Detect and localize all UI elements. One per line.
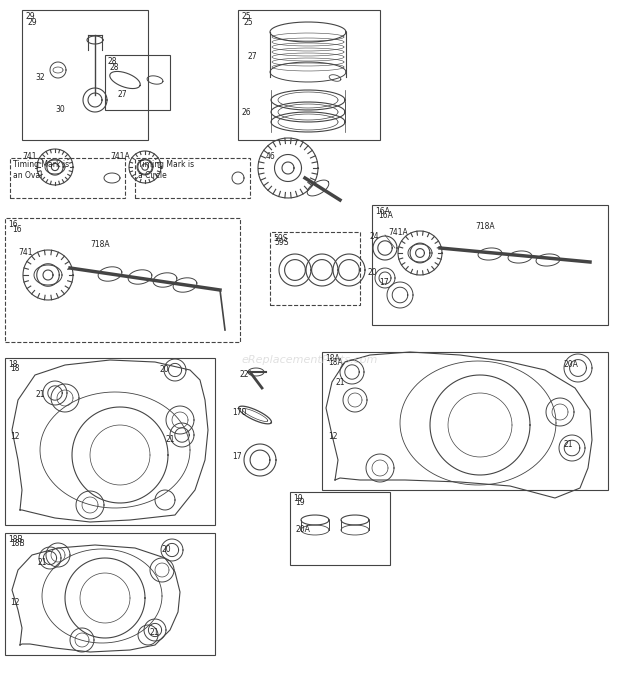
Text: 59S: 59S (274, 238, 288, 247)
Text: 18B: 18B (8, 535, 22, 544)
Text: 12: 12 (328, 432, 337, 441)
Bar (322, 352, 608, 490)
Bar (5, 218, 240, 342)
Text: 21: 21 (335, 378, 345, 387)
Text: 12: 12 (10, 432, 19, 441)
Bar (238, 10, 380, 140)
Text: 18A: 18A (328, 358, 343, 367)
Text: 27: 27 (118, 90, 128, 99)
Bar (290, 492, 390, 565)
Text: eReplacementParts.com: eReplacementParts.com (242, 355, 378, 365)
Text: 32: 32 (35, 73, 45, 82)
Text: 18B: 18B (10, 539, 25, 548)
Text: 29: 29 (28, 18, 38, 27)
Text: 20: 20 (368, 268, 378, 277)
Text: 16A: 16A (378, 211, 393, 220)
Text: 16: 16 (8, 220, 17, 229)
Text: Timing Mark is
a Circle: Timing Mark is a Circle (138, 160, 194, 180)
Text: 21: 21 (35, 390, 45, 399)
Text: 21: 21 (563, 440, 572, 449)
Text: 16A: 16A (375, 207, 390, 216)
Text: 17: 17 (232, 452, 242, 461)
Text: Timing Mark is
an Oval: Timing Mark is an Oval (13, 160, 69, 180)
Text: 17: 17 (379, 278, 389, 287)
Text: 22: 22 (240, 370, 249, 379)
Text: 718A: 718A (90, 240, 110, 249)
Text: 20: 20 (162, 545, 172, 554)
Text: 30: 30 (55, 105, 64, 114)
Text: 25: 25 (244, 18, 254, 27)
Bar (135, 158, 250, 198)
Text: 20: 20 (160, 365, 170, 374)
Text: 28: 28 (110, 63, 120, 72)
Text: 18: 18 (8, 360, 17, 369)
Text: 12: 12 (10, 598, 19, 607)
Text: 170: 170 (232, 408, 247, 417)
Text: 21: 21 (150, 628, 159, 637)
Text: 19: 19 (295, 498, 304, 507)
Text: 59S: 59S (273, 234, 288, 243)
Text: 28: 28 (108, 57, 118, 66)
Text: 741A: 741A (388, 228, 408, 237)
Text: 27: 27 (248, 52, 258, 61)
Bar (372, 205, 608, 325)
Text: 19: 19 (293, 494, 303, 503)
Text: 18A: 18A (325, 354, 340, 363)
Bar (105, 55, 170, 110)
Text: 18: 18 (10, 364, 19, 373)
Text: 718A: 718A (475, 222, 495, 231)
Text: 26: 26 (242, 108, 252, 117)
Bar (5, 358, 215, 525)
Text: 20A: 20A (295, 525, 310, 534)
Text: 21: 21 (165, 435, 174, 444)
Text: 29: 29 (25, 12, 35, 21)
Bar (5, 533, 215, 655)
Text: 21: 21 (38, 558, 48, 567)
Bar (270, 232, 360, 305)
Text: 741: 741 (18, 248, 32, 257)
Text: 24: 24 (370, 232, 379, 241)
Text: 46: 46 (266, 152, 276, 161)
Text: 16: 16 (12, 225, 22, 234)
Text: 741A: 741A (110, 152, 130, 161)
Text: 741: 741 (22, 152, 37, 161)
Text: 25: 25 (241, 12, 250, 21)
Bar (22, 10, 148, 140)
Bar (10, 158, 125, 198)
Text: 20A: 20A (563, 360, 578, 369)
